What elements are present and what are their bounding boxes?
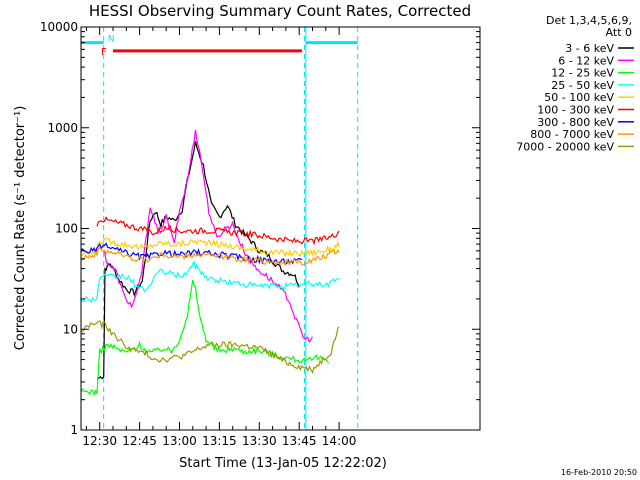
series-line — [103, 129, 314, 344]
legend-entry: 12 - 25 keV — [551, 67, 614, 80]
legend-entry: 7000 - 20000 keV — [516, 140, 614, 153]
legend-entry: 3 - 6 keV — [565, 42, 614, 55]
n-label: N — [108, 35, 115, 45]
x-tick-label: 13:00 — [162, 434, 197, 448]
x-tick-label: 13:15 — [202, 434, 237, 448]
y-tick-label: 1 — [70, 423, 78, 437]
footer-date: 16-Feb-2010 20:50 — [561, 468, 637, 477]
chart-title: HESSI Observing Summary Count Rates, Cor… — [89, 2, 471, 20]
y-axis-label: Corrected Count Rate (s⁻¹ detector⁻¹) — [13, 106, 28, 351]
legend-entry: 100 - 300 keV — [537, 104, 614, 117]
series-line — [80, 242, 303, 266]
series-line — [81, 320, 340, 374]
x-axis-label: Start Time (13-Jan-05 12:22:02) — [179, 456, 387, 471]
legend-header: Att 0 — [606, 26, 632, 39]
y-tick-label: 1000 — [47, 121, 78, 135]
legend-entry: 50 - 100 keV — [544, 91, 614, 104]
series-line — [80, 279, 329, 397]
series-line — [96, 216, 340, 246]
x-tick-label: 13:30 — [242, 434, 277, 448]
legend-entry: 800 - 7000 keV — [530, 128, 614, 141]
legend-entry: 25 - 50 keV — [551, 79, 614, 92]
x-tick-label: 13:45 — [282, 434, 317, 448]
legend-header: Det 1,3,4,5,6,9, — [546, 14, 632, 27]
flag-label: F — [101, 47, 107, 58]
y-tick-label: 10000 — [40, 20, 78, 34]
series-line — [96, 141, 300, 380]
y-tick-label: 100 — [55, 222, 78, 236]
legend-entry: 6 - 12 keV — [558, 54, 614, 67]
y-tick-label: 10 — [63, 322, 78, 336]
x-tick-label: 14:00 — [322, 434, 357, 448]
series-line — [80, 237, 340, 258]
x-tick-label: 12:45 — [122, 434, 157, 448]
series-line — [80, 260, 340, 304]
x-tick-label: 12:30 — [82, 434, 117, 448]
series-line — [80, 246, 340, 267]
legend-entry: 300 - 800 keV — [537, 116, 614, 129]
